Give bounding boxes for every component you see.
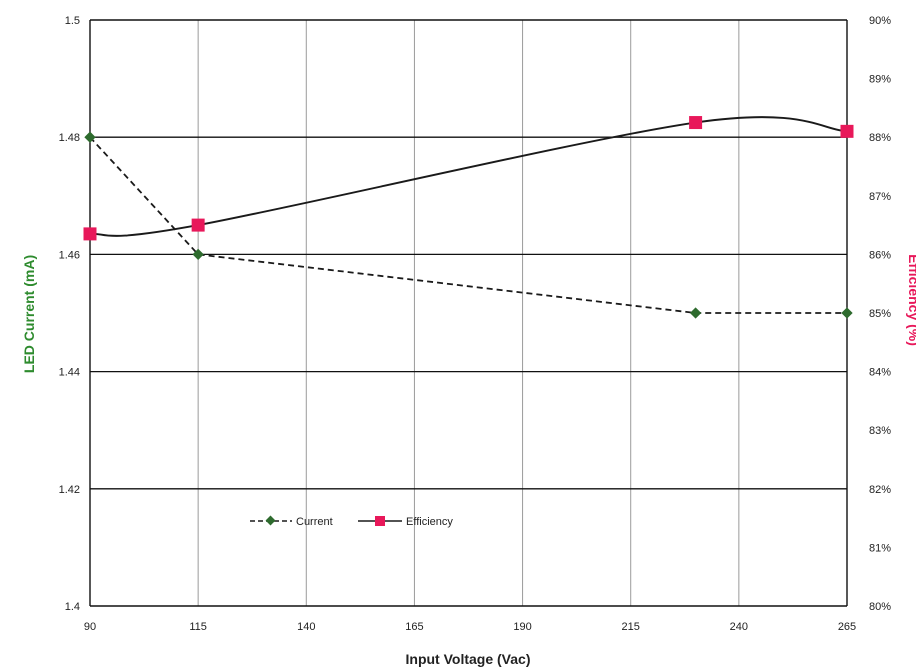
- right-tick-label: 88%: [869, 132, 891, 144]
- legend-current-label: Current: [296, 516, 333, 528]
- right-tick-label: 86%: [869, 249, 891, 261]
- efficiency-line: [89, 116, 848, 237]
- left-tick-label: 1.44: [59, 367, 80, 379]
- right-axis-ticks: 80% 81% 82% 83% 84% 85% 86% 87% 88% 89% 90%: [869, 15, 891, 613]
- legend-efficiency-label: Efficiency: [406, 516, 453, 528]
- right-tick-label: 90%: [869, 15, 891, 27]
- legend-efficiency-marker: [375, 516, 385, 526]
- left-axis-title: LED Current (mA): [21, 255, 37, 373]
- x-tick-label: 215: [622, 621, 640, 633]
- x-tick-label: 90: [84, 621, 96, 633]
- legend-current-marker: [265, 515, 276, 526]
- left-tick-label: 1.46: [59, 249, 80, 261]
- left-tick-label: 1.4: [65, 601, 80, 613]
- efficiency-point: [689, 116, 703, 130]
- x-axis-title: Input Voltage (Vac): [406, 651, 531, 667]
- current-point: [192, 248, 204, 261]
- right-axis-title: Efficiency (%): [906, 254, 916, 346]
- x-tick-label: 165: [405, 621, 423, 633]
- right-tick-label: 84%: [869, 367, 891, 379]
- left-axis-ticks: 1.4 1.42 1.44 1.46 1.48 1.5: [59, 15, 80, 613]
- x-tick-label: 240: [730, 621, 748, 633]
- x-tick-label: 265: [838, 621, 856, 633]
- current-point: [841, 307, 853, 319]
- right-tick-label: 89%: [869, 74, 891, 86]
- efficiency-point: [191, 218, 205, 232]
- left-tick-label: 1.42: [59, 484, 80, 496]
- x-tick-label: 140: [297, 621, 315, 633]
- right-tick-label: 87%: [869, 191, 891, 203]
- left-tick-label: 1.48: [59, 132, 80, 144]
- legend: Current Efficiency: [250, 515, 453, 528]
- series: [83, 116, 854, 319]
- right-tick-label: 81%: [869, 542, 891, 554]
- right-tick-label: 83%: [869, 425, 891, 437]
- plot-frame: [89, 19, 848, 607]
- left-tick-label: 1.5: [65, 15, 80, 27]
- x-tick-label: 115: [189, 621, 207, 633]
- efficiency-point: [840, 124, 854, 138]
- efficiency-point: [83, 227, 97, 241]
- current-point: [689, 307, 702, 319]
- right-tick-label: 85%: [869, 308, 891, 320]
- grid: [90, 20, 847, 606]
- x-axis-ticks: 90 115 140 165 190 215 240 265: [84, 621, 856, 633]
- x-tick-label: 190: [513, 621, 531, 633]
- right-tick-label: 80%: [869, 601, 891, 613]
- right-tick-label: 82%: [869, 484, 891, 496]
